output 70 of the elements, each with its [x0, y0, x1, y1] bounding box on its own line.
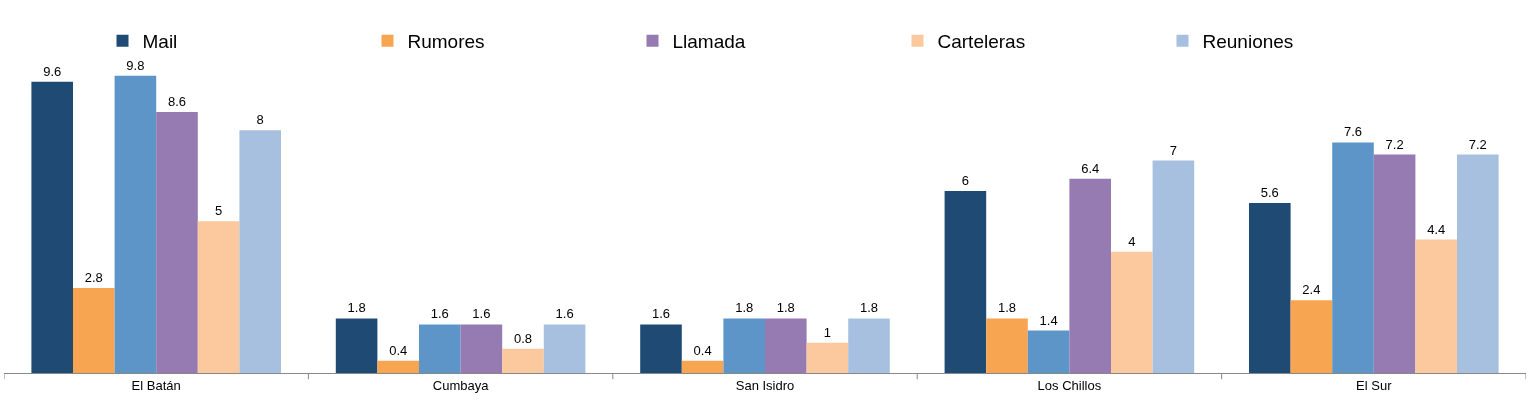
data-label: 2.8 — [84, 270, 103, 286]
x-tick-label: Cumbaya — [432, 377, 490, 393]
data-label: 1.6 — [430, 306, 449, 322]
data-label: 6 — [961, 172, 970, 188]
data-label: 0.4 — [693, 342, 712, 358]
legend-label: Rumores — [407, 31, 485, 53]
data-label: 5 — [214, 203, 223, 219]
bar — [1415, 239, 1457, 373]
bar — [502, 348, 544, 373]
data-label: 1.8 — [997, 300, 1017, 316]
data-label: 7 — [1169, 142, 1178, 158]
bar — [848, 318, 890, 373]
data-label: 7.6 — [1343, 124, 1363, 140]
bar — [156, 112, 198, 373]
x-tick-label: El Sur — [1356, 377, 1393, 393]
bar — [377, 360, 419, 373]
data-label: 8.6 — [167, 94, 187, 110]
x-tick-label: El Batán — [131, 377, 181, 393]
bar — [1332, 142, 1374, 373]
data-label: 1.4 — [1039, 312, 1058, 328]
bar — [806, 342, 849, 373]
x-tick-label: Los Chillos — [1037, 377, 1102, 393]
data-label: 1 — [823, 324, 832, 340]
data-label: 0.4 — [389, 342, 408, 358]
data-label: 7.2 — [1468, 136, 1487, 152]
bar — [73, 288, 115, 373]
data-label: 1.8 — [776, 300, 795, 316]
bar — [765, 318, 807, 373]
bar — [1373, 154, 1416, 373]
data-label: 1.8 — [735, 300, 754, 316]
bar — [944, 190, 987, 373]
data-label: 1.8 — [859, 300, 879, 316]
bar — [723, 318, 765, 373]
bar — [335, 318, 378, 373]
legend-label: Carteleras — [937, 31, 1026, 53]
legend-label: Reuniones — [1202, 31, 1294, 53]
bar — [1111, 251, 1153, 373]
legend-label: Mail — [142, 31, 178, 53]
data-label: 2.4 — [1302, 282, 1321, 298]
data-label: 4.4 — [1427, 221, 1446, 237]
data-label: 1.8 — [347, 300, 366, 316]
data-label: 9.8 — [126, 57, 145, 73]
bar — [1290, 300, 1333, 373]
bar — [1152, 160, 1195, 373]
bar — [239, 130, 281, 373]
data-label: 1.6 — [651, 306, 671, 322]
bar — [419, 324, 461, 373]
bar — [1249, 203, 1291, 373]
bar — [1457, 154, 1499, 373]
bar — [114, 75, 157, 373]
data-label: 7.2 — [1385, 136, 1404, 152]
data-label: 9.6 — [43, 63, 62, 79]
x-tick-label: San Isidro — [735, 377, 795, 393]
bar — [681, 360, 724, 373]
data-label: 8 — [256, 112, 264, 128]
bar — [31, 81, 73, 373]
data-label: 4 — [1128, 233, 1136, 249]
data-label: 1.6 — [555, 306, 574, 322]
bar — [1027, 330, 1070, 373]
legend-label: Llamada — [672, 31, 746, 53]
bar — [543, 324, 586, 373]
data-label: 5.6 — [1260, 185, 1279, 201]
data-label: 6.4 — [1081, 160, 1100, 176]
bar — [640, 324, 682, 373]
data-label: 0.8 — [513, 330, 533, 346]
bar — [460, 324, 503, 373]
bar — [1069, 178, 1111, 373]
bar — [986, 318, 1028, 373]
bar — [197, 221, 240, 373]
data-label: 1.6 — [472, 306, 491, 322]
